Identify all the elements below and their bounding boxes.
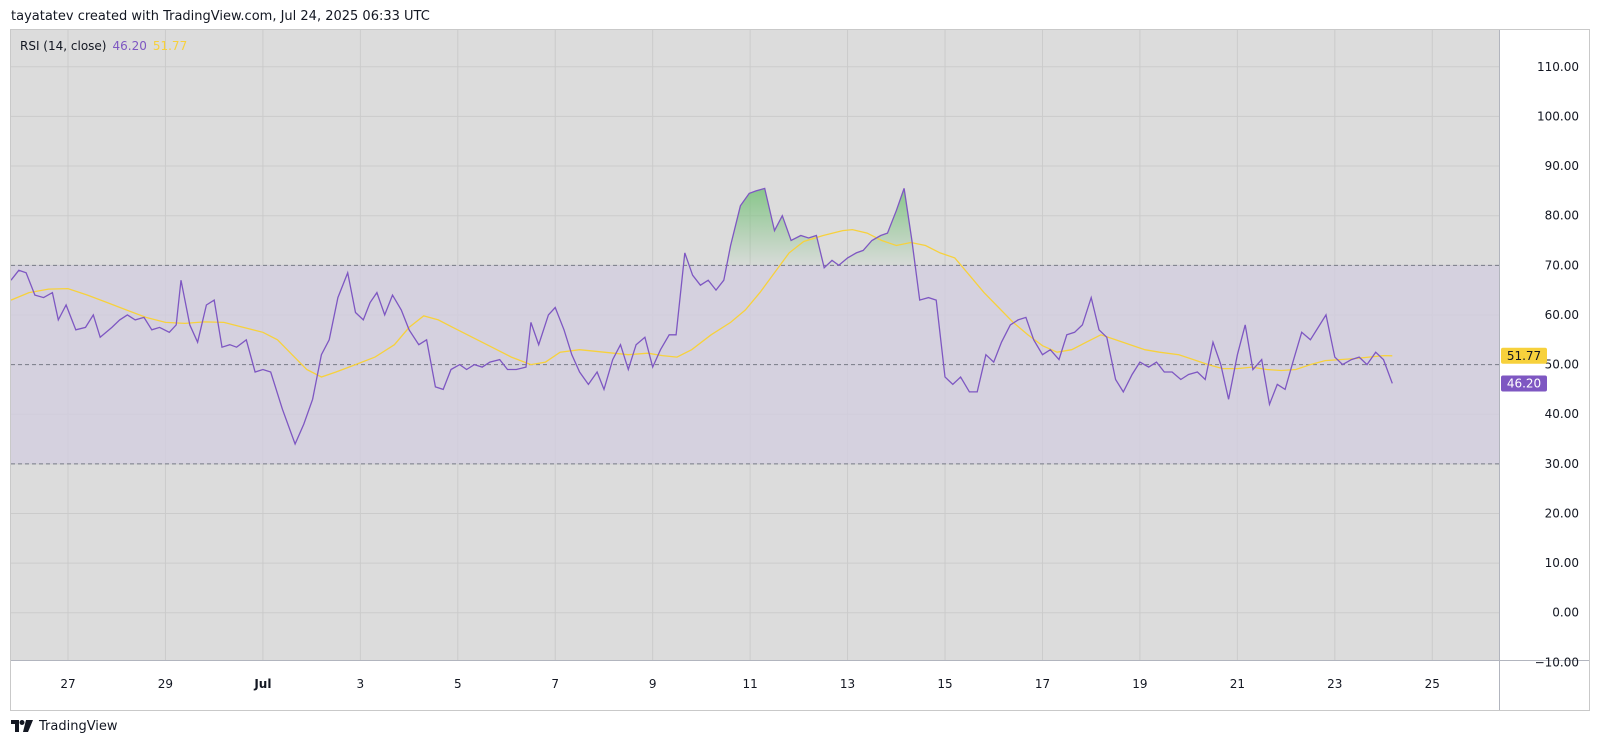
rsi-line[interactable] [11,187,1393,446]
x-tick-label: 5 [454,677,462,691]
price-badge-label-ma: 51.77 [1507,349,1541,363]
price-badge-ma [1501,347,1547,364]
price-badge-rsi [1501,375,1547,392]
x-tick-label: 3 [357,677,365,691]
y-tick-label: 70.00 [1545,258,1579,272]
x-tick-label: 23 [1327,677,1342,691]
y-tick-label: −10.00 [1535,655,1579,669]
y-axis-panel[interactable] [1499,30,1589,710]
rsi-value: 46.20 [112,39,147,53]
rsi-chart-pane[interactable]: 110.00 100.00 90.00 80.00 70.00 60.00 50.00 40.… [10,29,1590,711]
y-tick-label: 10.00 [1545,556,1579,570]
y-tick-label: 0.00 [1552,606,1579,620]
x-tick-label: 9 [649,677,657,691]
y-tick-label: 20.00 [1545,506,1579,520]
x-tick-label: 17 [1035,677,1050,691]
x-tick-label: 7 [551,677,559,691]
y-tick-label: 90.00 [1545,159,1579,173]
y-tick-label: 110.00 [1537,60,1579,74]
x-tick-label: 11 [742,677,757,691]
x-axis-panel[interactable] [11,660,1589,710]
tradingview-logo-icon [11,720,33,732]
footer-brand[interactable]: TradingView [39,718,118,734]
x-tick-label: 27 [60,677,75,691]
x-tick-label: 25 [1425,677,1440,691]
y-tick-label: 100.00 [1537,109,1579,123]
x-tick-label: 13 [840,677,855,691]
price-badge-label-rsi: 46.20 [1507,376,1541,390]
y-tick-label: 40.00 [1545,407,1579,421]
indicator-name[interactable]: RSI (14, close) [20,39,107,53]
x-tick-label: 19 [1132,677,1147,691]
rsi-ma-line[interactable] [11,228,1393,378]
attribution-text: tayatatev created with TradingView.com, … [11,9,430,24]
indicator-legend[interactable]: RSI (14, close) 46.20 51.77 [20,39,187,53]
x-tick-label: 21 [1230,677,1245,691]
y-tick-label: 80.00 [1545,209,1579,223]
y-tick-label: 30.00 [1545,457,1579,471]
x-tick-label: 29 [158,677,173,691]
rsi-chart-svg[interactable]: 110.00100.0090.0080.0070.0060.0050.0040.… [11,30,1589,710]
y-tick-label: 60.00 [1545,308,1579,322]
y-tick-label: 50.00 [1545,358,1579,372]
x-tick-label: 15 [937,677,952,691]
footer[interactable]: TradingView [11,716,118,736]
ma-value: 51.77 [152,39,188,53]
x-tick-label: Jul [253,677,271,691]
